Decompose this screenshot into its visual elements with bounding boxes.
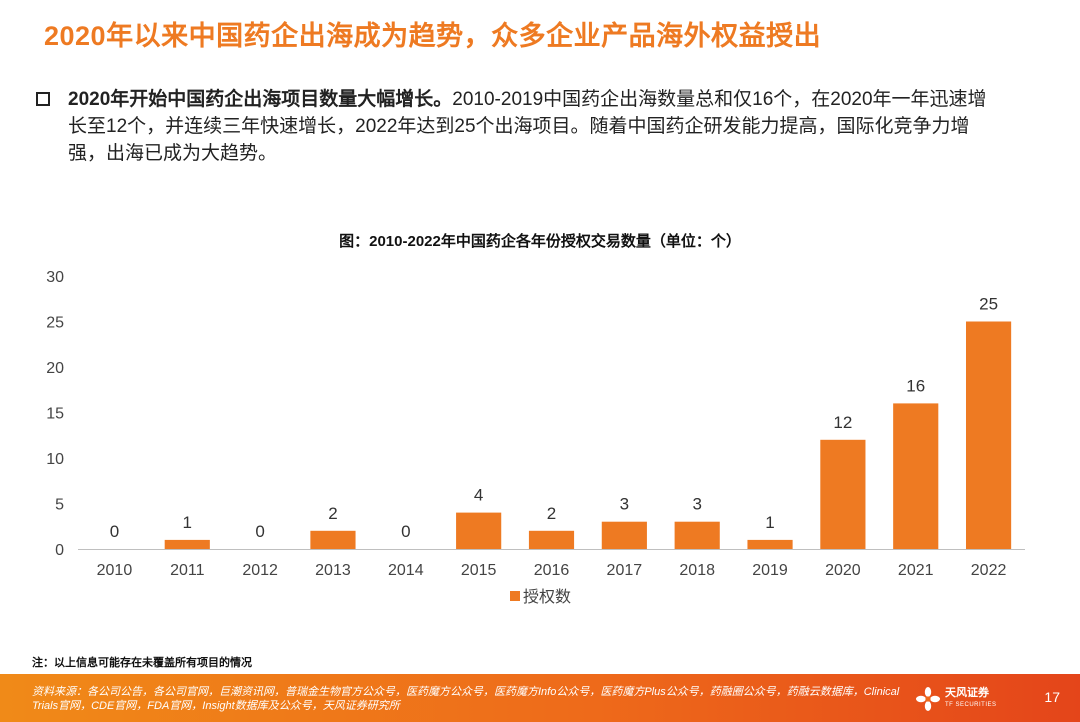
- logo-text: 天风证券 TF SECURITIES: [945, 687, 997, 711]
- bullet-paragraph: 2020年开始中国药企出海项目数量大幅增长。2010-2019中国药企出海数量总…: [36, 86, 996, 167]
- bullet-body: 2010-2019中国药企出海数量总和仅16个，在2020年一年迅速增长至12个…: [68, 89, 987, 164]
- company-logo: 天风证券 TF SECURITIES: [915, 684, 997, 714]
- page-number: 17: [1044, 689, 1060, 705]
- x-tick-label: 2013: [315, 562, 351, 579]
- flower-logo-icon: [916, 687, 940, 711]
- source-text: 资料来源：各公司公告，各公司官网，巨潮资讯网，普瑞金生物官方公众号，医药魔方公众…: [32, 686, 900, 712]
- footnote: 注：以上信息可能存在未覆盖所有项目的情况: [32, 657, 252, 669]
- x-tick-label: 2011: [170, 562, 205, 579]
- bar: [528, 530, 575, 549]
- bar: [747, 539, 793, 549]
- y-tick-label: 15: [46, 406, 64, 423]
- bars: 0 1 0 2 0 4 2 3 3 1 12 16 25: [110, 295, 1012, 549]
- logo-subtitle: TF SECURITIES: [945, 702, 997, 708]
- data-label: 12: [833, 413, 852, 432]
- x-tick-label: 2021: [898, 562, 934, 579]
- data-label: 16: [906, 376, 925, 395]
- y-tick-label: 10: [46, 451, 64, 468]
- data-label: 1: [765, 513, 774, 532]
- x-tick-label: 2020: [825, 562, 861, 579]
- data-label: 25: [979, 295, 998, 314]
- bar: [674, 521, 720, 549]
- x-tick-label: 2016: [534, 562, 570, 579]
- y-tick-label: 25: [46, 315, 64, 332]
- x-tick-label: 2014: [388, 562, 424, 579]
- bar: [310, 530, 356, 549]
- y-axis: 0 5 10 15 20 25 30: [46, 269, 64, 559]
- bar: [601, 521, 647, 549]
- legend-swatch: [510, 591, 520, 601]
- x-tick-label: 2015: [461, 562, 497, 579]
- data-label: 0: [401, 522, 410, 541]
- bar: [893, 403, 939, 549]
- chart-title: 图：2010-2022年中国药企各年份授权交易数量（单位：个）: [339, 233, 741, 250]
- bar: [820, 439, 866, 549]
- bullet-text: 2020年开始中国药企出海项目数量大幅增长。2010-2019中国药企出海数量总…: [68, 86, 996, 167]
- y-tick-label: 20: [46, 360, 64, 377]
- data-label: 3: [692, 495, 701, 514]
- data-label: 0: [110, 522, 119, 541]
- legend: 授权数: [510, 588, 571, 606]
- square-bullet-icon: [36, 92, 50, 106]
- slide-title: 2020年以来中国药企出海成为趋势，众多企业产品海外权益授出: [44, 21, 822, 51]
- data-label: 4: [474, 486, 483, 505]
- bar: [164, 539, 210, 549]
- x-tick-label: 2010: [97, 562, 133, 579]
- data-label: 2: [547, 504, 556, 523]
- data-label: 0: [255, 522, 264, 541]
- y-tick-label: 0: [55, 542, 64, 559]
- x-tick-label: 2018: [679, 562, 715, 579]
- x-axis: 2010 2011 2012 2013 2014 2015 2016 2017 2018 2019…: [78, 549, 1025, 579]
- y-tick-label: 30: [46, 269, 64, 286]
- legend-label: 授权数: [523, 588, 571, 606]
- bar: [965, 321, 1012, 549]
- data-label: 2: [328, 504, 337, 523]
- logo-name: 天风证券: [945, 687, 989, 699]
- y-tick-label: 5: [55, 497, 64, 514]
- data-label: 1: [183, 513, 192, 532]
- x-tick-label: 2017: [607, 562, 643, 579]
- x-tick-label: 2022: [971, 562, 1007, 579]
- bullet-bold-lead: 2020年开始中国药企出海项目数量大幅增长。: [68, 89, 453, 110]
- x-tick-label: 2012: [242, 562, 278, 579]
- footer-bar: 资料来源：各公司公告，各公司官网，巨潮资讯网，普瑞金生物官方公众号，医药魔方公众…: [0, 674, 1080, 722]
- data-label: 3: [620, 495, 629, 514]
- x-tick-label: 2019: [752, 562, 788, 579]
- bar: [456, 512, 502, 549]
